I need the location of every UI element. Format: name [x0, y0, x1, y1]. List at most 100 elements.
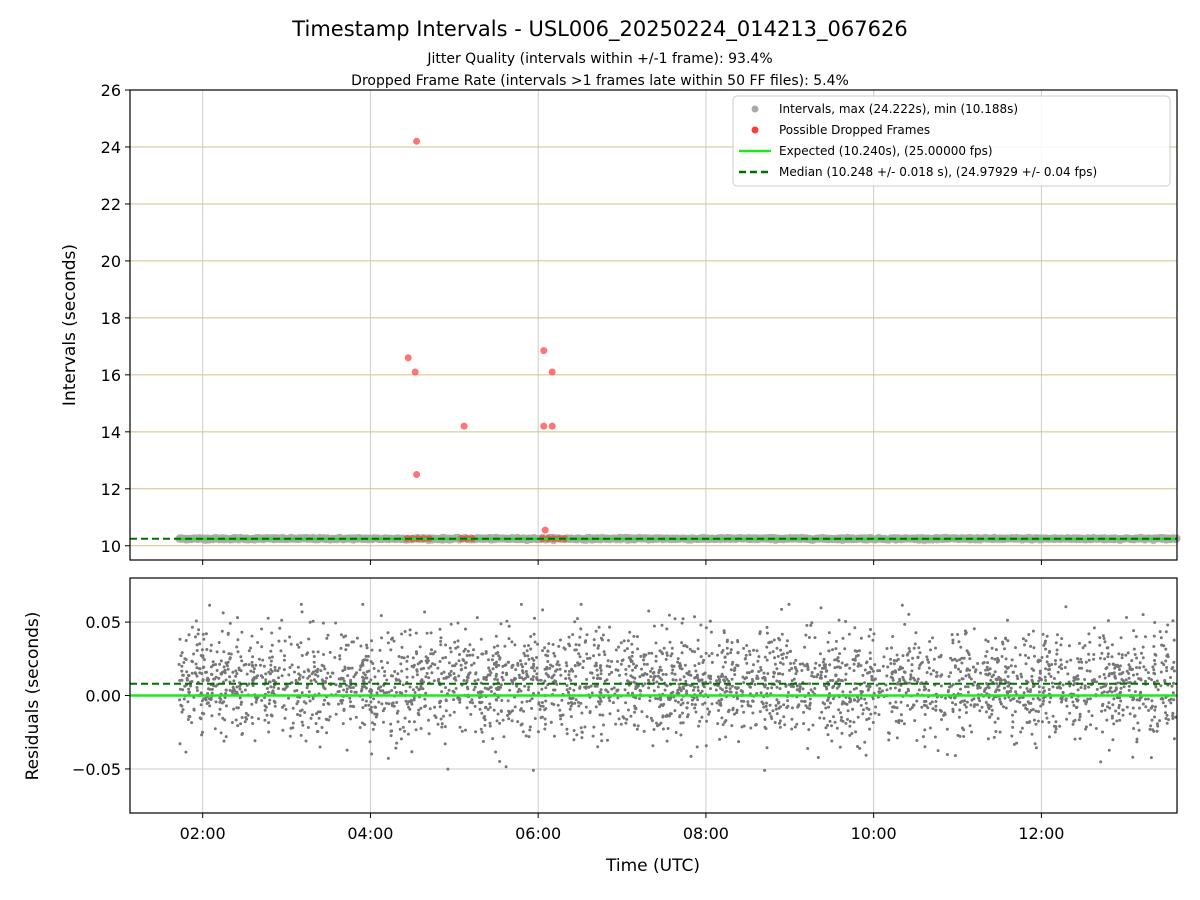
residual-point [717, 709, 721, 712]
residual-point [599, 699, 603, 703]
residual-point [1158, 630, 1162, 634]
residual-point [180, 678, 184, 682]
residual-point [1107, 662, 1111, 666]
residual-point [1013, 710, 1017, 714]
residual-point [1119, 699, 1123, 703]
residual-point [853, 658, 857, 662]
residual-point [745, 671, 749, 675]
residual-point [452, 698, 456, 702]
residual-point [577, 652, 581, 656]
residual-point [460, 667, 464, 671]
residual-point [516, 661, 520, 665]
dropped-frame-point [541, 526, 549, 534]
residual-point [192, 652, 196, 656]
residual-point [692, 696, 696, 700]
residual-point [334, 712, 338, 716]
residual-point [625, 717, 629, 721]
residual-point [334, 683, 338, 687]
residual-point [885, 647, 889, 650]
residual-point [616, 709, 620, 713]
residual-point [389, 674, 393, 678]
residual-point [395, 701, 399, 704]
residual-point [950, 684, 954, 688]
residual-point [685, 706, 689, 710]
residual-point [447, 688, 451, 692]
residual-point [201, 679, 205, 683]
residual-point [582, 659, 586, 663]
residual-point [608, 665, 612, 669]
residual-point [449, 650, 453, 654]
residual-point [786, 699, 790, 703]
residual-point [1040, 656, 1044, 659]
residual-point [1045, 634, 1049, 638]
residual-point [1118, 668, 1121, 671]
residual-point [458, 725, 462, 729]
residual-point [958, 734, 962, 738]
residual-point [348, 696, 352, 700]
residual-point [1132, 673, 1135, 677]
residual-point [541, 608, 545, 612]
residual-point [585, 678, 589, 681]
residual-point [795, 669, 799, 673]
residual-point [1045, 655, 1049, 658]
residual-point [1044, 647, 1048, 651]
residual-point [1103, 657, 1107, 661]
residual-point [944, 696, 947, 700]
residual-point [710, 702, 714, 706]
residual-point [1148, 727, 1152, 731]
residual-point [968, 668, 972, 672]
residual-point [723, 660, 727, 664]
residual-point [950, 633, 954, 637]
residual-point [425, 671, 429, 675]
residual-point [501, 718, 505, 722]
residual-point [997, 688, 1001, 692]
residual-point [834, 674, 838, 678]
residual-point [934, 700, 938, 703]
residual-point [1125, 669, 1129, 673]
residual-point [868, 685, 872, 688]
residual-point [531, 666, 535, 670]
residual-point [798, 687, 801, 691]
residual-point [1029, 644, 1033, 648]
residual-point [901, 654, 905, 658]
residual-point [316, 650, 320, 654]
top-y-tick-label: 24 [101, 138, 121, 157]
residual-point [189, 684, 192, 688]
residual-point [765, 658, 769, 662]
residual-point [482, 716, 486, 720]
residual-point [316, 667, 320, 671]
residual-point [510, 719, 514, 723]
residual-point [190, 671, 194, 675]
residual-point [283, 639, 287, 643]
residual-point [440, 690, 444, 694]
residual-point [818, 663, 822, 667]
residual-point [556, 660, 560, 664]
residual-point [1155, 729, 1159, 733]
residual-point [261, 658, 265, 662]
residual-point [218, 662, 222, 666]
residual-point [636, 647, 640, 651]
residual-point [373, 722, 377, 726]
residual-point [424, 655, 428, 659]
residual-point [910, 663, 914, 667]
residual-point [487, 658, 490, 662]
residual-point [1024, 639, 1028, 643]
residual-point [236, 724, 240, 728]
residual-point [957, 715, 961, 719]
residual-point [1112, 671, 1116, 675]
residual-point [622, 716, 626, 720]
residual-point [610, 687, 614, 691]
residual-point [795, 684, 799, 688]
residual-point [465, 706, 469, 710]
residual-point [328, 650, 332, 654]
residual-point [916, 677, 920, 681]
residual-point [704, 744, 708, 748]
residual-point [1149, 724, 1153, 728]
residual-point [188, 690, 191, 694]
residual-point [377, 669, 380, 673]
residual-point [181, 708, 185, 712]
residual-point [740, 699, 743, 703]
residual-point [327, 718, 331, 722]
residual-point [668, 698, 672, 702]
residual-point [282, 668, 286, 672]
